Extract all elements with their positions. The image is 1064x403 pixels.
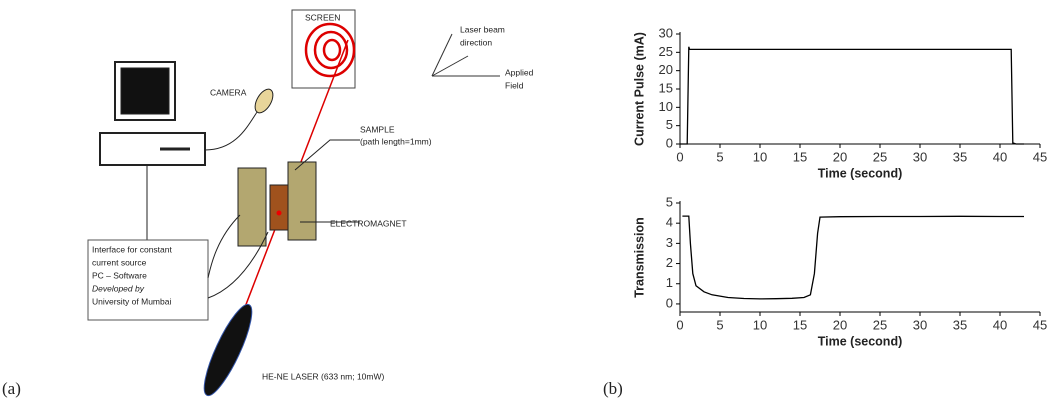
- y-tick-label: 1: [666, 275, 673, 290]
- x-tick-label: 10: [753, 317, 767, 332]
- label: ELECTROMAGNET: [330, 218, 407, 228]
- x-tick-label: 5: [716, 317, 723, 332]
- label: CAMERA: [210, 87, 247, 97]
- magnet-right: [288, 162, 316, 240]
- x-tick-label: 0: [676, 317, 683, 332]
- y-tick-label: 0: [666, 135, 673, 150]
- label: Laser beam: [460, 24, 505, 34]
- cable-1: [208, 215, 240, 278]
- x-tick-label: 35: [953, 317, 967, 332]
- label: SCREEN: [305, 12, 340, 22]
- x-tick-label: 5: [716, 149, 723, 164]
- beam-spot: [277, 211, 282, 216]
- panel-label: (a): [2, 379, 21, 398]
- label: (path length=1mm): [360, 136, 432, 146]
- x-tick-label: 45: [1033, 317, 1047, 332]
- label: Field: [505, 80, 524, 90]
- y-tick-label: 30: [659, 25, 673, 40]
- x-tick-label: 15: [793, 149, 807, 164]
- sample-cell: [270, 185, 290, 230]
- camera: [251, 86, 276, 116]
- y-axis-title: Transmission: [632, 217, 646, 298]
- x-tick-label: 20: [833, 149, 847, 164]
- y-tick-label: 5: [666, 117, 673, 132]
- x-tick-label: 40: [993, 317, 1007, 332]
- line-series: [682, 216, 1024, 299]
- y-tick-label: 5: [666, 194, 673, 209]
- x-tick-label: 45: [1033, 149, 1047, 164]
- x-tick-label: 30: [913, 317, 927, 332]
- label: HE-NE LASER (633 nm; 10mW): [262, 371, 385, 381]
- x-axis-title: Time (second): [818, 166, 903, 180]
- spiral: [306, 24, 354, 76]
- x-axis-title: Time (second): [818, 334, 903, 348]
- x-tick-label: 15: [793, 317, 807, 332]
- y-tick-label: 3: [666, 235, 673, 250]
- x-tick-label: 20: [833, 317, 847, 332]
- label: Developed by: [92, 283, 145, 293]
- x-tick-label: 0: [676, 149, 683, 164]
- y-tick-label: 10: [659, 99, 673, 114]
- y-tick-label: 0: [666, 295, 673, 310]
- beam-arrow: [432, 34, 452, 76]
- label: current source: [92, 257, 147, 267]
- x-tick-label: 25: [873, 149, 887, 164]
- y-tick-label: 15: [659, 80, 673, 95]
- label: PC – Software: [92, 270, 147, 280]
- magnet-left: [238, 168, 266, 246]
- monitor-screen: [121, 68, 169, 114]
- x-tick-label: 25: [873, 317, 887, 332]
- x-tick-label: 35: [953, 149, 967, 164]
- label: SAMPLE: [360, 124, 395, 134]
- label: direction: [460, 37, 492, 47]
- line-series: [680, 47, 1024, 144]
- label: Applied: [505, 67, 534, 77]
- x-tick-label: 10: [753, 149, 767, 164]
- y-tick-label: 4: [666, 215, 673, 230]
- panel-label: (b): [603, 379, 623, 398]
- diagram: [88, 10, 500, 400]
- x-tick-label: 30: [913, 149, 927, 164]
- label: Interface for constant: [92, 244, 172, 254]
- diag-arrow: [432, 56, 468, 76]
- y-axis-title: Current Pulse (mA): [632, 32, 646, 146]
- y-tick-label: 20: [659, 62, 673, 77]
- label: University of Mumbai: [92, 296, 171, 306]
- laser: [196, 300, 260, 401]
- y-tick-label: 2: [666, 255, 673, 270]
- y-tick-label: 25: [659, 44, 673, 59]
- x-tick-label: 40: [993, 149, 1007, 164]
- camera-cable: [205, 105, 262, 150]
- figure: SCREEN Laser beam direction Applied Fiel…: [0, 0, 1064, 403]
